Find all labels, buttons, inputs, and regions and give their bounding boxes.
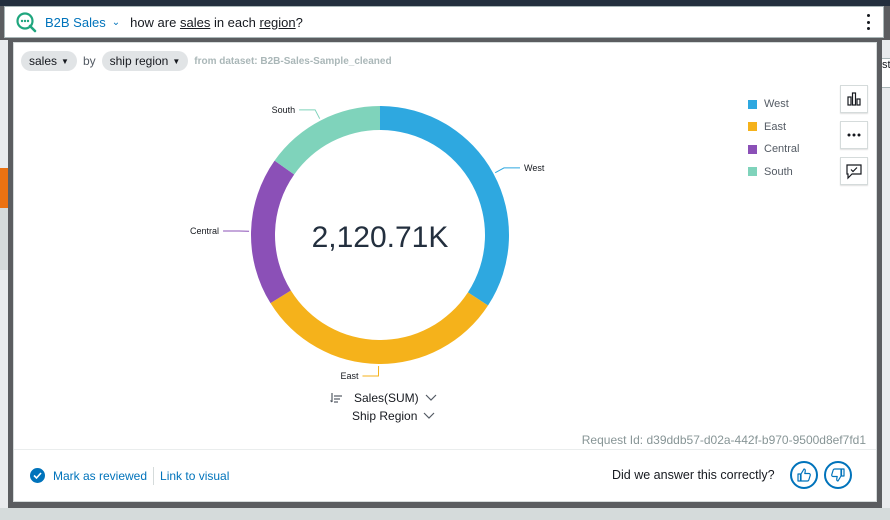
thumbs-down-button[interactable] — [824, 461, 852, 489]
app-header-strip — [0, 0, 890, 6]
change-visual-button[interactable] — [840, 85, 868, 113]
donut-slice-central[interactable] — [251, 160, 295, 304]
background-left-area — [0, 40, 8, 520]
feedback-footer: Mark as reviewed Link to visual Did we a… — [14, 449, 876, 501]
by-label: by — [82, 54, 96, 68]
legend-label: South — [764, 165, 793, 178]
more-options-icon[interactable] — [865, 14, 871, 30]
donut-slice-south[interactable] — [274, 106, 380, 175]
question-field-token[interactable]: sales — [179, 14, 211, 30]
dimension-pill[interactable]: ship region ▼ — [101, 51, 189, 71]
thumbs-up-icon — [797, 468, 811, 482]
slice-label: East — [340, 371, 359, 381]
more-actions-button[interactable] — [840, 121, 868, 149]
legend-item[interactable]: West — [748, 93, 799, 116]
caret-down-icon: ▼ — [172, 56, 181, 66]
dimension-label: ship region — [109, 54, 169, 68]
donut-chart[interactable]: West East Central South — [14, 43, 878, 423]
field-well-measure-label: Sales(SUM) — [354, 391, 419, 405]
filter-bar: sales ▼ by ship region ▼ from dataset: B… — [21, 51, 392, 71]
caret-down-icon: ▼ — [61, 56, 69, 66]
question-text[interactable]: how are sales in each region? — [130, 15, 303, 30]
legend-item[interactable]: Central — [748, 138, 799, 161]
question-word: in each — [210, 14, 260, 30]
background-orange-tab — [0, 168, 8, 208]
field-well-measure[interactable]: Sales(SUM) — [330, 389, 437, 407]
slice-leader-line — [362, 365, 380, 377]
feedback-comment-button[interactable] — [840, 157, 868, 185]
mark-as-reviewed-button[interactable]: Mark as reviewed — [30, 468, 147, 483]
q-search-bar[interactable]: B2B Sales ⌄ how are sales in each region… — [4, 6, 884, 38]
question-word: ? — [295, 14, 303, 30]
link-to-visual-button[interactable]: Link to visual — [160, 468, 230, 483]
thumbs-up-button[interactable] — [790, 461, 818, 489]
mark-as-reviewed-label: Mark as reviewed — [53, 468, 148, 483]
field-wells: Sales(SUM) Ship Region — [330, 389, 437, 425]
legend-label: East — [764, 120, 787, 133]
legend-swatch — [748, 167, 757, 177]
legend-label: Central — [764, 143, 800, 156]
visual-actions — [840, 85, 868, 193]
thumbs-down-icon — [831, 468, 845, 482]
more-icon — [847, 133, 861, 137]
measure-pill[interactable]: sales ▼ — [21, 51, 77, 71]
chevron-down-icon[interactable] — [425, 394, 437, 402]
donut-slice-east[interactable] — [270, 290, 489, 364]
donut-center-value: 2,120.71K — [311, 221, 449, 254]
measure-label: sales — [29, 54, 58, 68]
question-word: how are — [130, 14, 180, 30]
background-tab — [0, 208, 8, 270]
slice-leader-line — [494, 167, 521, 174]
background-right-tab: st — [882, 58, 890, 88]
legend-swatch — [748, 122, 757, 132]
check-circle-icon — [30, 468, 45, 483]
chart-legend: West East Central South — [748, 93, 799, 183]
legend-item[interactable]: East — [748, 116, 799, 139]
slice-label: South — [272, 105, 296, 115]
comment-icon — [846, 164, 862, 180]
dataset-label: from dataset: B2B-Sales-Sample_cleaned — [194, 55, 392, 67]
field-well-dimension[interactable]: Ship Region — [330, 407, 437, 425]
sort-icon[interactable] — [330, 392, 344, 404]
legend-swatch — [748, 99, 757, 109]
slice-leader-line — [299, 109, 321, 119]
background-bottom-area — [0, 508, 890, 520]
feedback-question: Did we answer this correctly? — [612, 468, 775, 482]
legend-item[interactable]: South — [748, 161, 799, 184]
donut-slice-west[interactable] — [380, 106, 509, 306]
bar-chart-icon — [847, 92, 861, 106]
topic-selector[interactable]: B2B Sales — [45, 14, 106, 30]
chevron-down-icon[interactable]: ⌄ — [111, 16, 121, 28]
divider — [153, 466, 155, 485]
answer-panel: sales ▼ by ship region ▼ from dataset: B… — [13, 42, 877, 502]
slice-label: West — [524, 163, 545, 173]
background-right-area: st — [882, 40, 890, 520]
question-field-token[interactable]: region — [259, 14, 296, 30]
request-id: Request Id: d39ddb57-d02a-442f-b970-9500… — [581, 433, 866, 447]
q-logo-icon — [15, 11, 37, 33]
legend-label: West — [764, 98, 789, 111]
chevron-down-icon[interactable] — [423, 412, 435, 420]
background-right-tab-text: st — [882, 59, 890, 71]
slice-label: Central — [190, 226, 219, 236]
field-well-dimension-label: Ship Region — [352, 409, 418, 423]
legend-swatch — [748, 144, 757, 154]
